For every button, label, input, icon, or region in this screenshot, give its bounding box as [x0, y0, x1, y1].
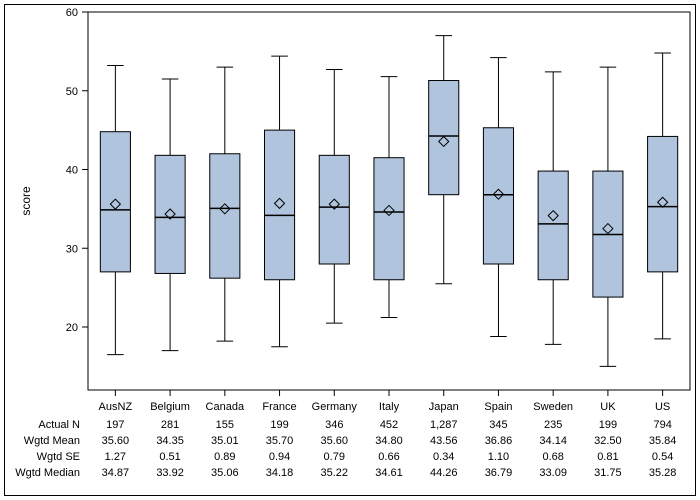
chart-frame: 2030405060scoreAusNZBelgiumCanadaFranceG… [0, 0, 700, 500]
outer-border [4, 4, 696, 496]
